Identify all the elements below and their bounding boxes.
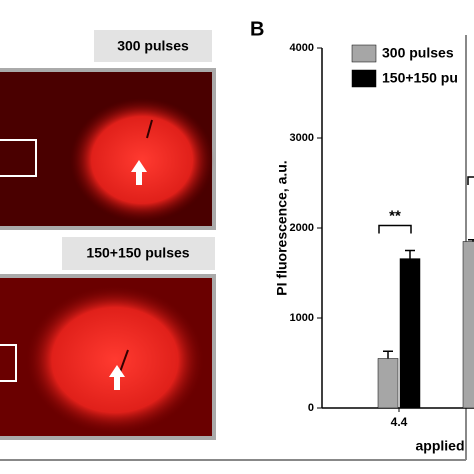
legend-label: 300 pulses (382, 45, 454, 61)
x-tick-label: 4.4 (391, 415, 408, 429)
significance-bracket (378, 224, 412, 234)
y-tick-label: 1000 (290, 312, 314, 324)
y-tick-label: 4000 (290, 42, 314, 54)
fluorescent-region (70, 98, 214, 222)
legend-swatch (351, 69, 377, 88)
roi-box (0, 139, 37, 177)
bar (462, 241, 474, 409)
y-tick-label: 2000 (290, 222, 314, 234)
image-label: 150+150 pulses (86, 245, 189, 261)
electrode (119, 349, 129, 373)
arrow (109, 365, 125, 390)
x-axis-label: applied (415, 438, 464, 454)
label-box (62, 237, 215, 270)
panel-letter: B (250, 18, 264, 40)
legend-swatch (351, 44, 377, 63)
electrode (146, 119, 153, 139)
bar (377, 358, 399, 409)
error-bar (383, 350, 393, 359)
arrow (131, 160, 147, 185)
chart: 0 1000 2000 3000 4000 PI fluorescence, a.u. ap… (274, 42, 474, 454)
y-axis-label: PI fluorescence, a.u. (274, 160, 290, 295)
fluorescent-region (25, 285, 205, 435)
error-bar (468, 238, 474, 242)
bar (399, 258, 421, 409)
roi-box (0, 344, 17, 382)
y-tick-label: 0 (308, 402, 314, 414)
significance-label: ** (389, 207, 401, 224)
y-tick-label: 3000 (290, 132, 314, 144)
label-box (94, 30, 212, 62)
image-label: 300 pulses (117, 38, 189, 54)
legend-label: 150+150 pu (382, 70, 458, 86)
significance-bracket (467, 176, 474, 185)
error-bar (405, 249, 415, 259)
